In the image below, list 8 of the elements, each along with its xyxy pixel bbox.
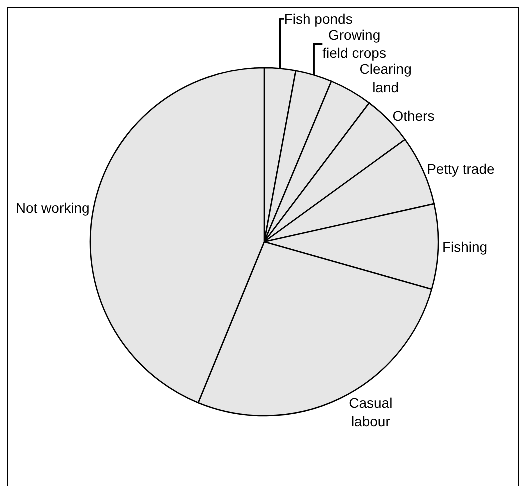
slice-label: Petty trade <box>427 161 495 178</box>
slice-label: Fishing <box>442 238 488 255</box>
slice-label: Not working <box>16 200 90 216</box>
slice-label: Clearing land <box>360 61 412 96</box>
slice-label: Others <box>392 108 435 124</box>
slice-label: Fish ponds <box>284 10 353 27</box>
slice-label: Growing field crops <box>322 26 386 62</box>
slice-label: Casual labour <box>349 395 393 430</box>
